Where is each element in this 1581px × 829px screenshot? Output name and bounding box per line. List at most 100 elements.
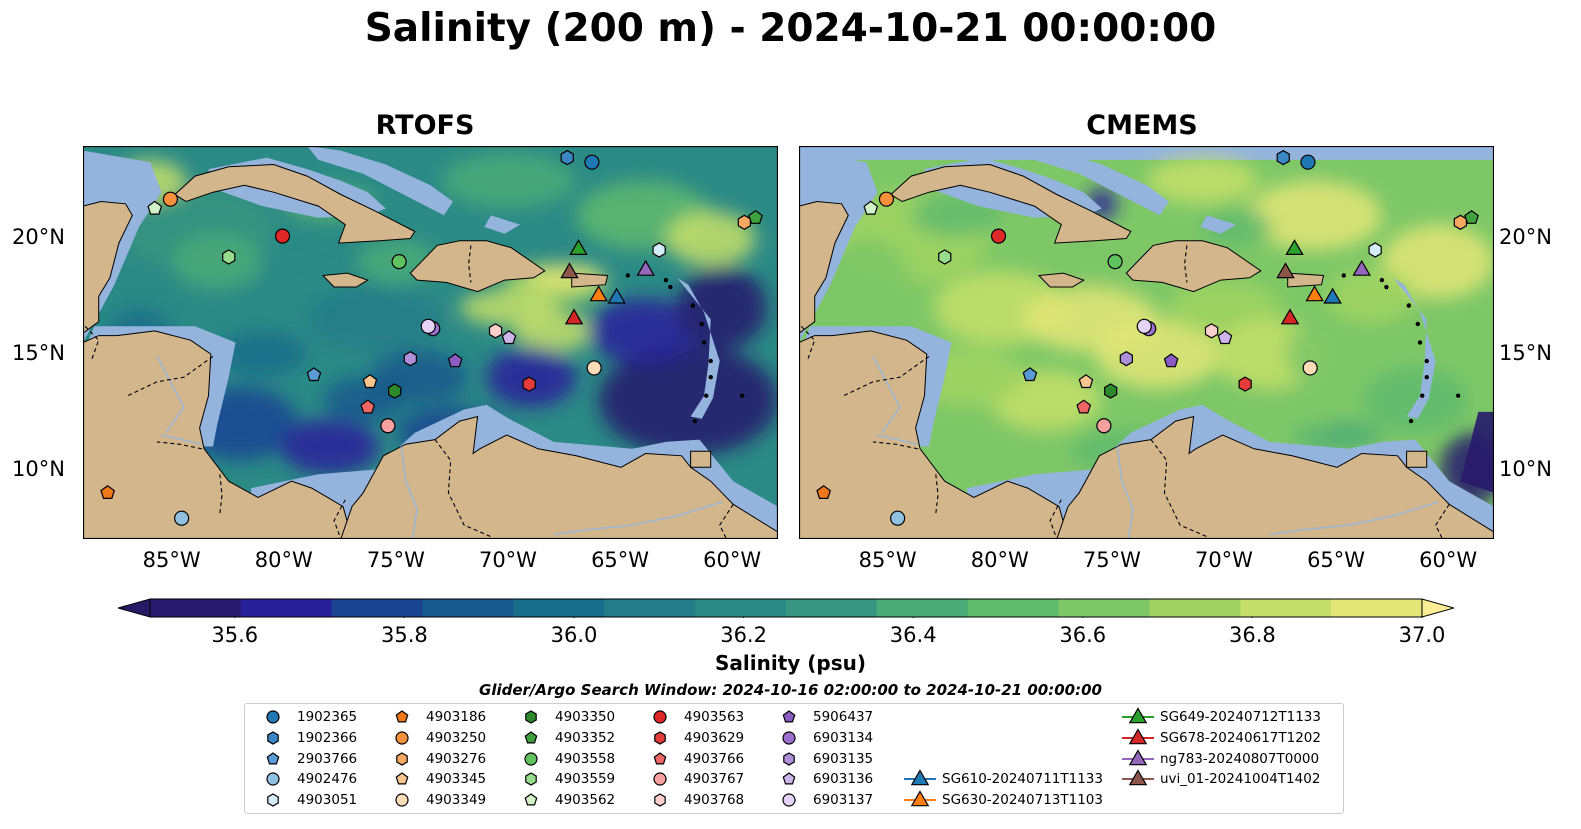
observation-marker-4903349: [1302, 360, 1318, 376]
observation-marker-6903137: [420, 318, 436, 334]
lon-tick-label: 70°W: [1194, 548, 1253, 572]
legend-label: 4903276: [426, 750, 487, 767]
legend-label: 4903563: [684, 709, 745, 725]
observation-marker-2903766: [306, 367, 322, 382]
lon-tick-label: 60°W: [703, 548, 762, 572]
observation-marker-4903767: [380, 418, 396, 434]
observation-marker-4903345: [1078, 374, 1094, 389]
observation-marker-4903250: [878, 191, 895, 207]
colorbar-segment: [967, 599, 1060, 617]
legend-label: uvi_01-20241004T1402: [1160, 771, 1321, 788]
observation-marker-6903137: [1136, 318, 1152, 334]
lon-tick-label: 85°W: [858, 548, 917, 572]
legend-label: 2903766: [297, 750, 358, 767]
lon-tick-label: 70°W: [478, 548, 537, 572]
colorbar-segment: [876, 599, 969, 617]
colorbar-tick-label: 36.8: [1229, 623, 1276, 647]
triangle-line-icon: [904, 790, 936, 807]
panel-title-rtofs: RTOFS: [375, 110, 475, 141]
colorbar-tick-label: 36.2: [720, 623, 767, 647]
observation-marker-sg649-20240712t1133: [569, 239, 588, 256]
colorbar-segment: [604, 599, 696, 617]
observation-marker-5906437: [447, 353, 463, 368]
salinity-colorbar: [118, 598, 1454, 618]
observation-marker-4903352: [748, 209, 763, 224]
observation-marker-4903186: [816, 485, 832, 499]
hexagon-icon: [267, 731, 279, 745]
observation-marker-4903563: [990, 228, 1007, 244]
hexagon-icon: [525, 710, 537, 724]
hexagon-icon: [783, 751, 795, 766]
lat-tick-label-left: 20°N: [12, 225, 65, 250]
observation-marker-4903250: [162, 191, 179, 207]
legend-label: 6903135: [813, 750, 874, 767]
legend-label: 1902366: [297, 729, 358, 746]
circle-icon: [395, 793, 409, 807]
colorbar-segment: [1240, 599, 1332, 617]
legend-label: 4903350: [555, 709, 616, 725]
observation-marker-1902366: [1276, 149, 1290, 166]
legend-label: 4903767: [684, 771, 745, 788]
observation-marker-4903629: [1238, 376, 1252, 392]
observation-marker-4903768: [488, 323, 503, 339]
observation-marker-4903352: [1464, 209, 1479, 224]
lat-tick-label-right: 15°N: [1499, 341, 1552, 366]
observation-marker-4903559: [222, 249, 236, 265]
legend-label: 4903051: [297, 792, 358, 809]
circle-icon: [266, 772, 280, 786]
lat-tick-label-left: 15°N: [12, 341, 65, 366]
observation-marker-6903136: [1217, 330, 1233, 345]
observation-marker-sg678-20240617t1202: [564, 308, 584, 325]
observation-marker-uvi_01-20241004t1402: [1276, 262, 1295, 279]
colorbar-segment: [1331, 599, 1423, 617]
cmems-salinity-map: [799, 146, 1494, 539]
circle-icon: [653, 710, 667, 724]
observation-marker-4903768: [1204, 323, 1219, 339]
observation-marker-sg610-20240711t1133: [607, 287, 626, 304]
colorbar-tick-label: 35.6: [211, 623, 259, 647]
colorbar-tick-label: 36.0: [550, 623, 598, 647]
observation-marker-5906437: [1163, 353, 1179, 368]
colorbar-segment: [240, 599, 333, 617]
colorbar-tick-label: 36.4: [889, 623, 937, 647]
observation-marker-ng783-20240807t0000: [1352, 259, 1371, 276]
lon-tick-label: 65°W: [591, 548, 650, 572]
observation-marker-4903562: [147, 200, 163, 215]
observation-marker-4903345: [362, 374, 378, 389]
figure-title: Salinity (200 m) - 2024-10-21 00:00:00: [364, 6, 1217, 51]
lon-tick-label: 85°W: [142, 548, 201, 572]
observation-marker-4903558: [391, 253, 407, 270]
legend-label: ng783-20240807T0000: [1160, 750, 1320, 767]
pentagon-icon: [782, 772, 796, 785]
pentagon-icon: [395, 710, 409, 723]
lat-tick-label-right: 10°N: [1499, 456, 1552, 481]
legend-label: 4903558: [555, 750, 616, 767]
colorbar-segment: [1149, 599, 1241, 617]
triangle-line-icon: [1122, 748, 1154, 765]
observation-marker-sg630-20240713t1103: [1305, 285, 1324, 302]
observation-marker-sg678-20240617t1202: [1280, 308, 1300, 325]
observation-marker-1902365: [1300, 154, 1316, 170]
lon-tick-label: 75°W: [1082, 548, 1141, 572]
observation-marker-4903558: [1107, 253, 1123, 270]
legend-label: SG649-20240712T1133: [1160, 709, 1321, 725]
colorbar-segment: [331, 599, 424, 617]
observation-marker-4903051: [652, 242, 666, 258]
observation-marker-2903766: [1022, 367, 1038, 382]
observation-marker-4903767: [1096, 418, 1112, 434]
legend-label: 4903349: [426, 792, 487, 809]
pentagon-icon: [653, 751, 667, 765]
legend-label: 6903137: [813, 792, 874, 809]
observation-marker-4903766: [1076, 399, 1092, 414]
colorbar-segment: [1058, 599, 1150, 617]
colorbar-segment: [786, 599, 878, 617]
observation-marker-6903136: [501, 330, 517, 345]
circle-icon: [395, 731, 409, 745]
legend-label: 4903186: [426, 709, 487, 725]
circle-icon: [653, 772, 667, 786]
lon-tick-label: 60°W: [1419, 548, 1478, 572]
circle-icon: [782, 793, 796, 807]
observation-marker-4903562: [863, 200, 879, 215]
observation-marker-4903766: [360, 399, 376, 414]
legend-label: 4903345: [426, 771, 487, 788]
